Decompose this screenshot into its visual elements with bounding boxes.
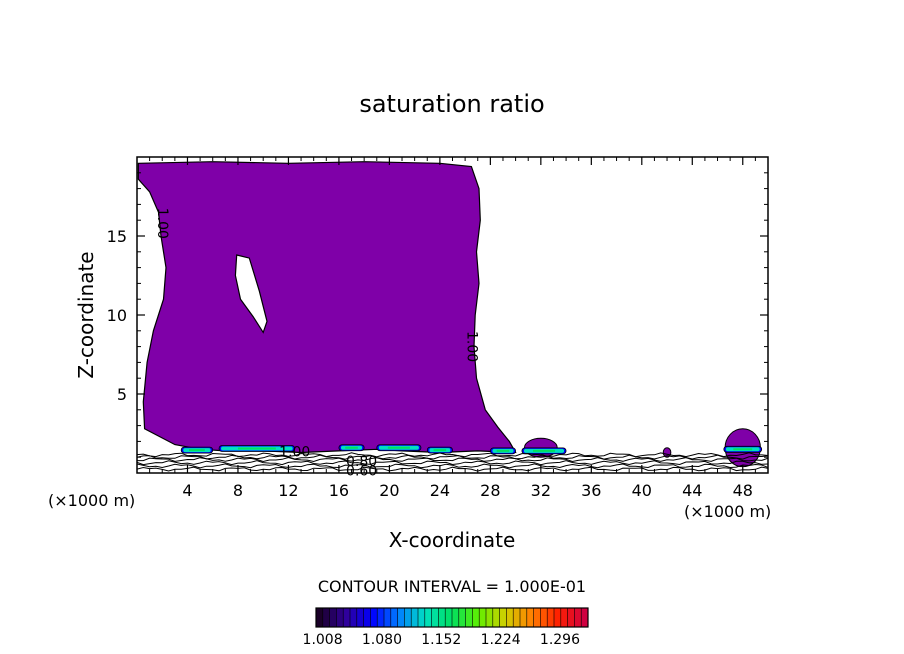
colorbar-cell-32	[533, 608, 541, 627]
contour-label-1: 1.00	[463, 331, 479, 362]
colorbar-cell-29	[513, 608, 521, 627]
colorbar-cell-20	[452, 608, 460, 627]
z-tick-label-2: 15	[107, 227, 127, 246]
colorbar-cell-38	[574, 608, 582, 627]
x-tick-label-6: 28	[480, 481, 500, 500]
surface-contour-4	[137, 454, 768, 460]
colorbar-cell-8	[370, 608, 378, 627]
band-inner-6	[532, 449, 556, 452]
x-tick-label-2: 12	[278, 481, 298, 500]
z-axis-label: Z-coordinate	[74, 251, 98, 378]
colorbar-label-1: 1.080	[362, 632, 402, 648]
colorbar-cell-27	[499, 608, 507, 627]
x-tick-label-5: 24	[430, 481, 450, 500]
z-tick-label-1: 10	[107, 306, 127, 325]
colorbar-cell-14	[411, 608, 419, 627]
surface-contour-3	[137, 456, 768, 463]
x-tick-labels: 4 8 12 16 20 24 28 32 36 40 44 48	[182, 481, 753, 500]
colorbar-cell-37	[567, 608, 575, 627]
colorbar-cell-31	[526, 608, 535, 627]
x-tick-label-3: 16	[329, 481, 349, 500]
x-tick-label-1: 8	[233, 481, 243, 500]
contour-label-3: 0.80	[346, 454, 377, 470]
x-axis-label: X-coordinate	[389, 528, 516, 552]
colorbar-cell-5	[350, 608, 358, 627]
colorbar-label-3: 1.224	[481, 632, 521, 648]
band-inner-3	[387, 446, 410, 449]
x-tick-label-10: 44	[682, 481, 702, 500]
band-inner-0	[189, 449, 205, 452]
colorbar-cell-16	[424, 608, 433, 627]
band-inner-2	[345, 446, 358, 449]
band-inner-5	[496, 449, 510, 452]
contour-interval-text: CONTOUR INTERVAL = 1.000E-01	[318, 577, 586, 596]
colorbar-cell-13	[404, 608, 412, 627]
colorbar-cell-34	[547, 608, 555, 627]
colorbar-cell-33	[540, 608, 548, 627]
colorbar-cell-18	[438, 608, 446, 627]
x-tick-label-8: 36	[581, 481, 601, 500]
colorbar-cell-24	[479, 608, 487, 627]
x-tick-label-0: 4	[182, 481, 192, 500]
colorbar-cell-1	[322, 608, 331, 627]
colorbar-cell-23	[472, 608, 480, 627]
z-tick-labels: 5 10 15	[107, 227, 127, 404]
surface-contour-0	[137, 466, 768, 472]
x-tick-label-4: 20	[379, 481, 399, 500]
colorbar-cell-35	[554, 608, 562, 627]
band-inner-4	[433, 449, 447, 452]
colorbar-cell-7	[363, 608, 371, 627]
band-inner-1	[237, 447, 276, 450]
colorbar-cell-10	[384, 608, 392, 627]
colorbar-cell-22	[465, 608, 473, 627]
x-unit-label-left: (×1000 m)	[48, 491, 135, 510]
colorbar-cell-12	[397, 608, 405, 627]
colorbar-cell-0	[316, 608, 324, 627]
colorbar-cell-36	[560, 608, 569, 627]
colorbar-cell-28	[506, 608, 514, 627]
surface-contour-5	[137, 452, 768, 458]
colorbar-frame	[315, 607, 589, 628]
colorbar-cell-3	[336, 608, 344, 627]
colorbar-label-4: 1.296	[540, 632, 580, 648]
x-tick-label-7: 32	[531, 481, 551, 500]
colorbar-cell-6	[356, 608, 365, 627]
colorbar-cell-25	[486, 608, 494, 627]
colorbar-cell-19	[445, 608, 453, 627]
colorbar-cell-39	[581, 608, 589, 627]
colorbar-cell-15	[418, 608, 426, 627]
low-level-color-bands	[180, 444, 763, 455]
surface-contour-1	[137, 463, 768, 469]
z-tick-label-0: 5	[117, 385, 127, 404]
colorbar-cell-26	[492, 608, 501, 627]
colorbar-cell-11	[390, 608, 399, 627]
x-tick-label-9: 40	[632, 481, 652, 500]
contour-label-2: 1.00	[279, 444, 310, 460]
supersaturated-region	[137, 161, 517, 454]
x-tick-label-11: 48	[733, 481, 753, 500]
axis-ticks	[137, 157, 768, 473]
band-inner-7	[733, 448, 753, 451]
colorbar-label-0: 1.008	[303, 632, 343, 648]
colorbar-cell-21	[458, 608, 467, 627]
colorbar-cell-2	[329, 608, 337, 627]
colorbar	[315, 607, 589, 628]
contour-labels: 1.00 1.00 1.00 0.800.60	[154, 208, 479, 480]
colorbar-tick-labels: 1.008 1.080 1.152 1.224 1.296	[303, 632, 581, 648]
surface-contour-2	[137, 460, 768, 466]
colorbar-label-2: 1.152	[421, 632, 461, 648]
colorbar-cell-4	[343, 608, 351, 627]
contour-label-4: 0.60	[346, 463, 377, 479]
x-unit-label-right: (×1000 m)	[684, 502, 771, 521]
chart-title: saturation ratio	[359, 90, 544, 118]
colorbar-cell-17	[431, 608, 439, 627]
contour-label-0: 1.00	[154, 208, 170, 239]
surface-contour-lines	[137, 452, 768, 472]
saturation-fill-layer	[137, 161, 761, 468]
colorbar-cell-9	[377, 608, 385, 627]
colorbar-cell-30	[520, 608, 528, 627]
